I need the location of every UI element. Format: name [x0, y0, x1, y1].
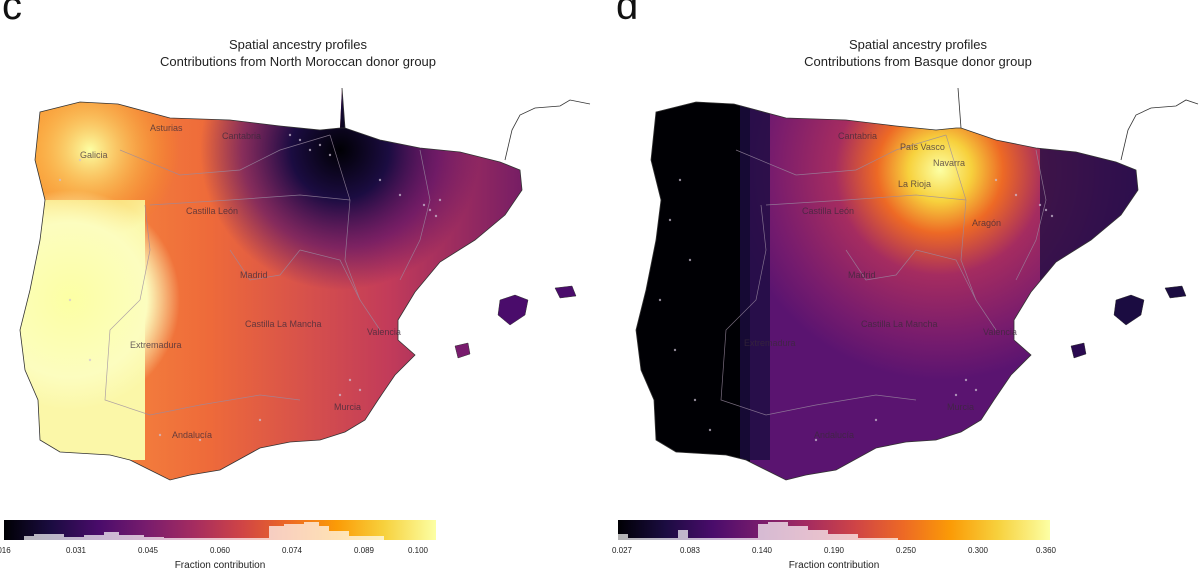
coastline: [19, 101, 523, 481]
region-label-galicia: Galicia: [80, 150, 108, 160]
tick-label: 0.100: [407, 546, 429, 555]
tick-label: 0.031: [65, 546, 87, 555]
title-line-2: Contributions from North Moroccan donor …: [159, 54, 437, 69]
title-line-2: Contributions from Basque donor group: [804, 54, 1032, 69]
tick-label: 0.060: [209, 546, 231, 555]
region-label-cantabria: Cantabria: [222, 131, 261, 141]
region-labels: Cantabria País Vasco Navarra La Rioja Ca…: [744, 131, 1017, 440]
region-label-aragon: Aragón: [972, 218, 1001, 228]
region-label-valencia: Valencia: [367, 327, 401, 337]
tick-label: 016: [0, 546, 11, 555]
map-title: Spatial ancestry profiles Contributions …: [0, 36, 598, 70]
tick-label: 0.045: [137, 546, 159, 555]
region-label-madrid: Madrid: [240, 270, 268, 280]
france-coastline: [341, 87, 591, 161]
tick-label: 0.083: [679, 546, 701, 555]
region-label-castilla-la-mancha: Castilla La Mancha: [861, 319, 938, 329]
colorbar-histogram: [24, 522, 384, 540]
region-label-la-rioja: La Rioja: [898, 179, 931, 189]
colorbar-label: Fraction contribution: [788, 560, 880, 571]
colorbar: [4, 520, 436, 540]
region-borders: [720, 134, 1047, 416]
iberia-heatmap: Galicia Asturias Cantabria Castilla León…: [19, 87, 591, 481]
colorbar-gradient: [618, 520, 1050, 540]
france-coastline: [957, 87, 1199, 161]
title-line-1: Spatial ancestry profiles: [848, 37, 987, 52]
mallorca: [497, 294, 529, 326]
region-label-madrid: Madrid: [848, 270, 876, 280]
region-label-murcia: Murcia: [334, 402, 361, 412]
region-label-navarra: Navarra: [933, 158, 965, 168]
menorca: [1164, 285, 1187, 299]
region-label-extremadura: Extremadura: [130, 340, 182, 350]
panel-letter: d: [616, 0, 639, 28]
iberia-heatmap: Cantabria País Vasco Navarra La Rioja Ca…: [635, 87, 1199, 481]
tick-label: 0.027: [611, 546, 633, 555]
tick-label: 0.140: [751, 546, 773, 555]
region-label-castilla-leon: Castilla León: [186, 206, 238, 216]
title-line-1: Spatial ancestry profiles: [228, 37, 367, 52]
region-label-murcia: Murcia: [947, 402, 974, 412]
tick-label: 0.360: [1035, 546, 1057, 555]
map-title: Spatial ancestry profiles Contributions …: [618, 36, 1200, 70]
heatmap-fill: [20, 88, 522, 480]
panel-basque: d Spatial ancestry profiles Contribution…: [600, 0, 1200, 572]
sample-points: [58, 133, 442, 442]
sample-points: [658, 178, 1054, 442]
region-borders: [104, 134, 431, 416]
region-label-castilla-la-mancha: Castilla La Mancha: [245, 319, 322, 329]
panel-letter: c: [2, 0, 22, 28]
region-label-cantabria: Cantabria: [838, 131, 877, 141]
coastline: [635, 101, 1139, 481]
ibiza: [454, 342, 471, 359]
region-label-valencia: Valencia: [983, 327, 1017, 337]
ibiza: [1070, 342, 1087, 359]
tick-label: 0.074: [281, 546, 303, 555]
region-label-extremadura: Extremadura: [744, 338, 796, 348]
mallorca: [1113, 294, 1145, 326]
tick-label: 0.190: [823, 546, 845, 555]
region-label-pais-vasco: País Vasco: [900, 142, 945, 152]
panel-north-moroccan: c Spatial ancestry profiles Contribution…: [0, 0, 598, 571]
tick-label: 0.250: [895, 546, 917, 555]
region-label-castilla-leon: Castilla León: [802, 206, 854, 216]
menorca: [554, 285, 577, 299]
colorbar-gradient: [4, 520, 436, 540]
tick-label: 0.089: [353, 546, 375, 555]
colorbar: [618, 520, 1050, 540]
region-label-asturias: Asturias: [150, 123, 183, 133]
colorbar-histogram: [618, 522, 898, 540]
region-labels: Galicia Asturias Cantabria Castilla León…: [80, 123, 401, 440]
tick-label: 0.300: [967, 546, 989, 555]
colorbar-label: Fraction contribution: [174, 560, 266, 571]
region-label-andalucia: Andalucía: [814, 430, 854, 440]
region-label-andalucia: Andalucía: [172, 430, 212, 440]
